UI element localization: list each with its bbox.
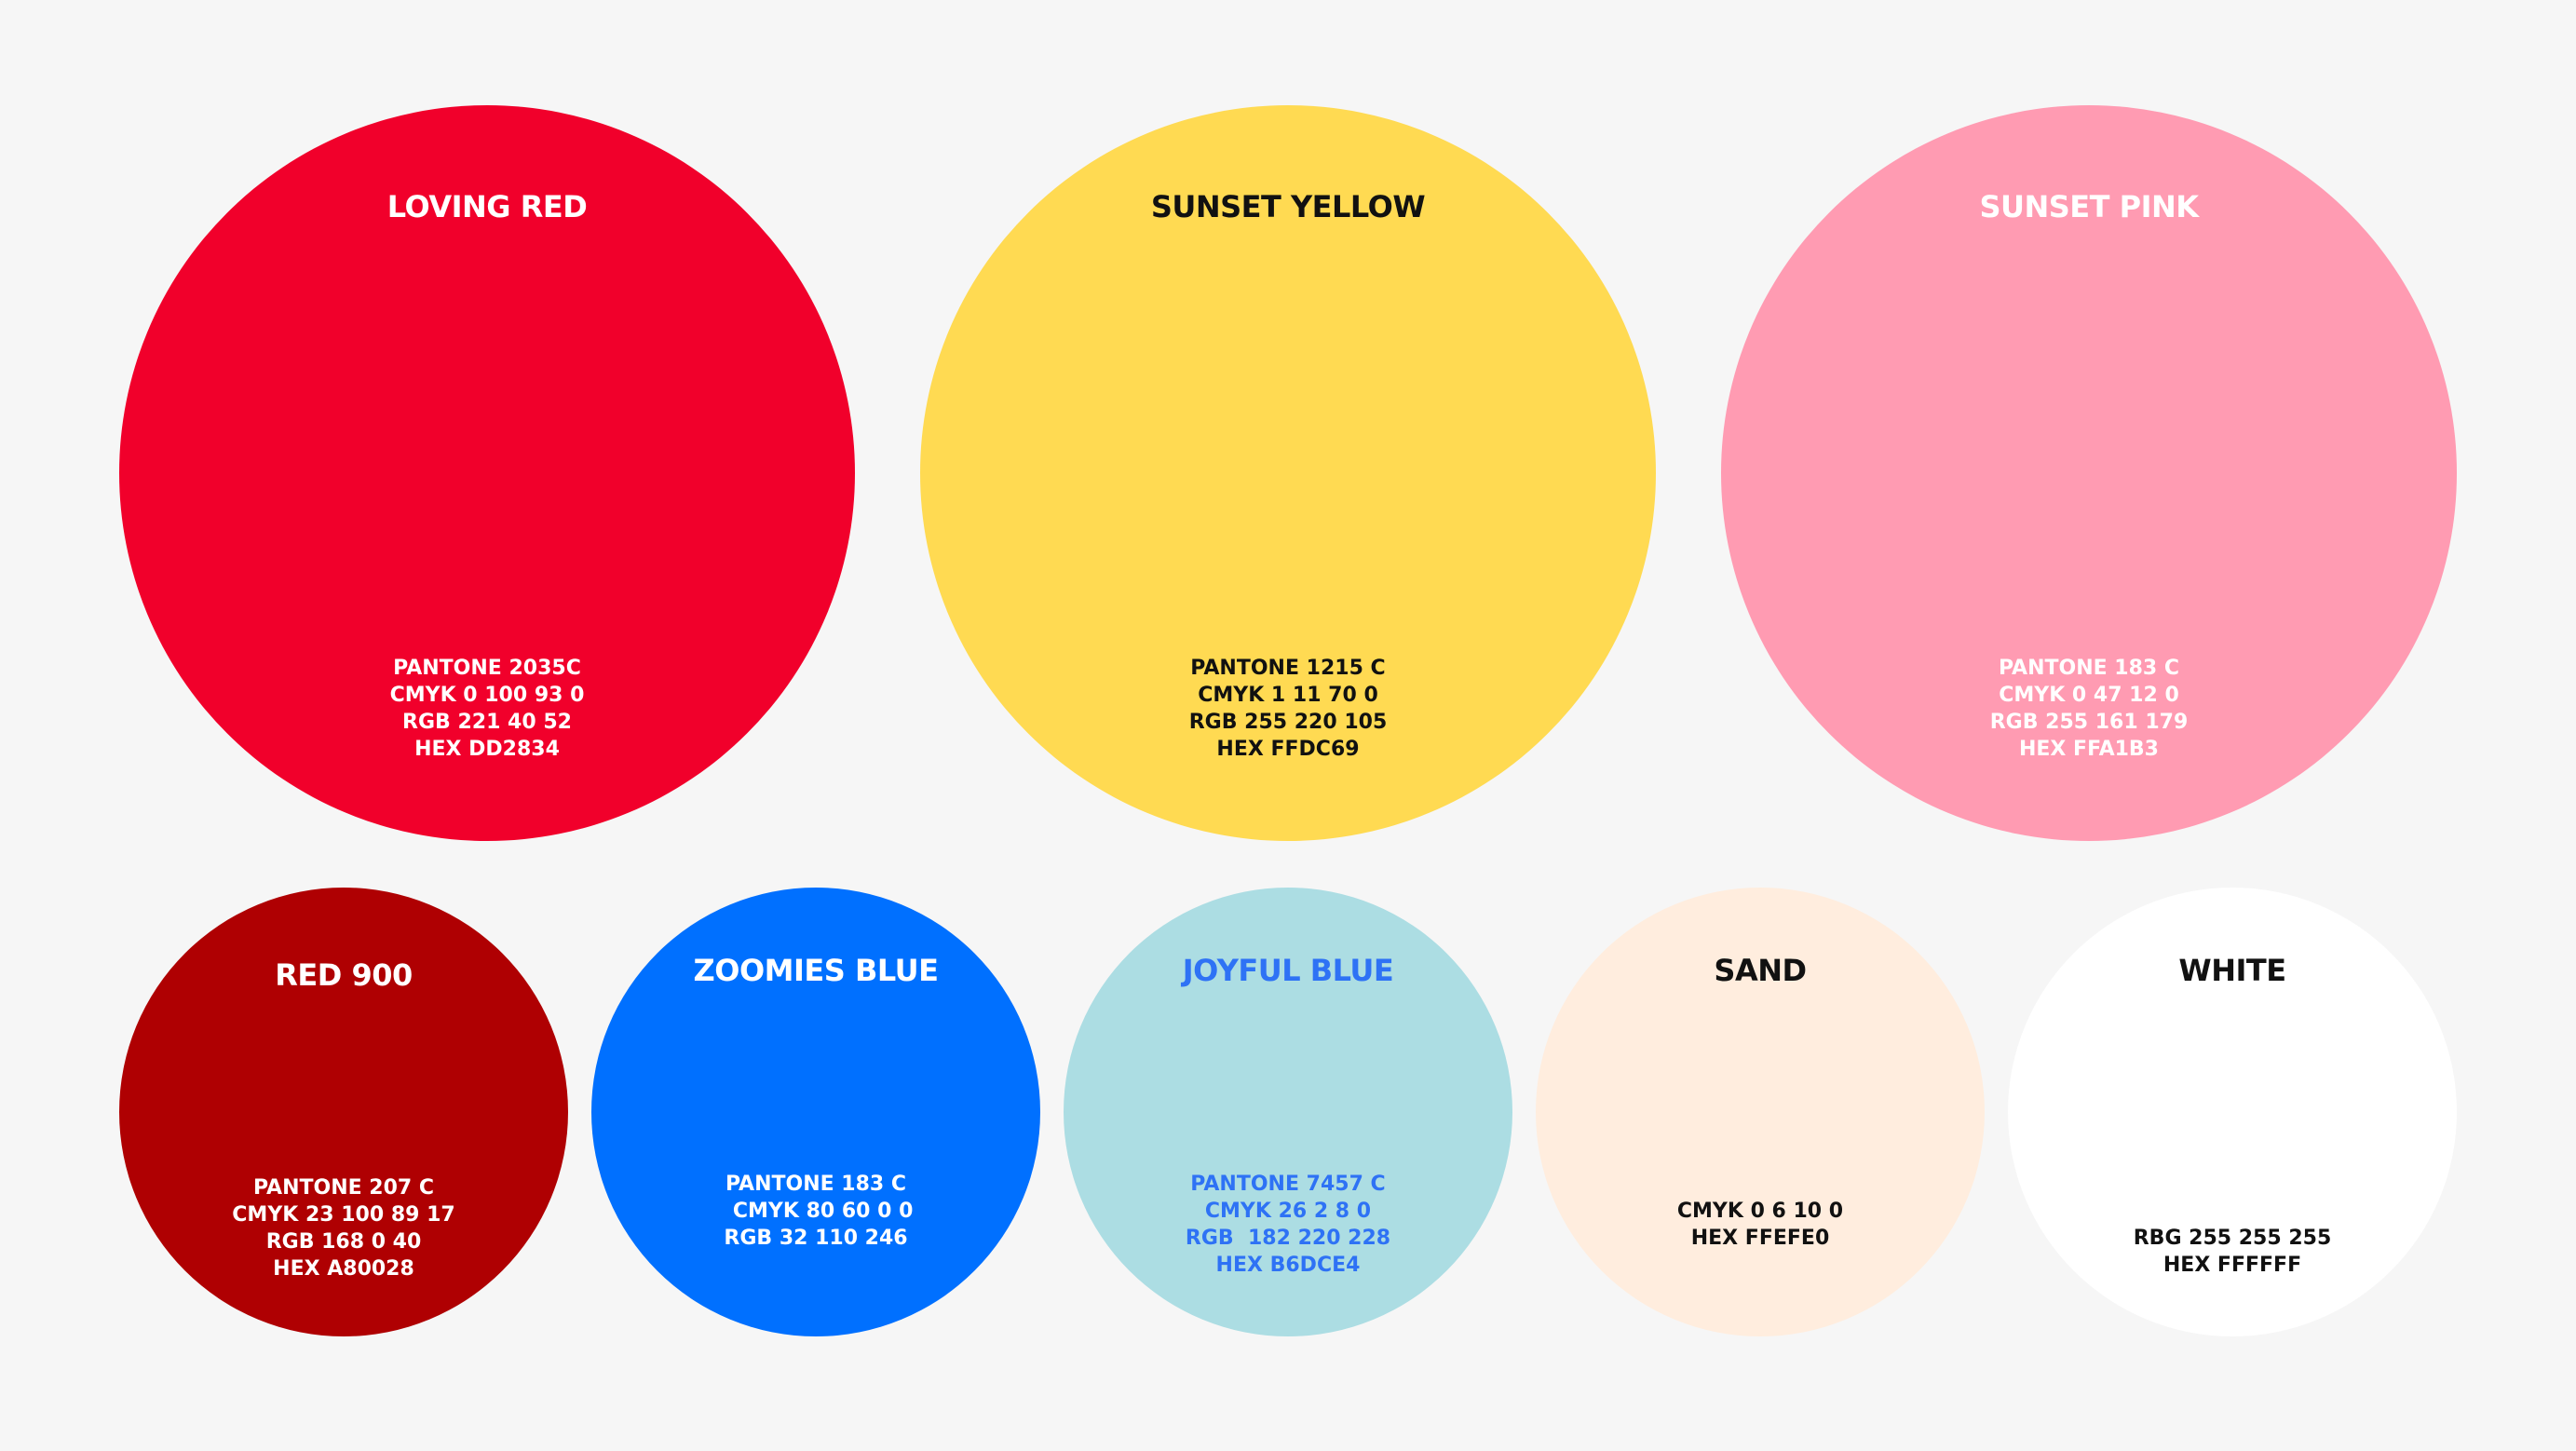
swatch-zoomies-blue: ZOOMIES BLUE PANTONE 183 C CMYK 80 60 0 … (591, 888, 1040, 1336)
swatch-joyful-blue: JOYFUL BLUE PANTONE 7457 C CMYK 26 2 8 0… (1064, 888, 1512, 1336)
swatch-specs: CMYK 0 6 10 0 HEX FFEFE0 (1676, 1200, 1844, 1250)
swatch-specs: PANTONE 183 C CMYK 80 60 0 0 RGB 32 110 … (724, 1173, 914, 1250)
swatch-sunset-yellow: SUNSET YELLOW PANTONE 1215 C CMYK 1 11 7… (920, 105, 1656, 841)
swatch-name: WHITE (2178, 953, 2286, 988)
swatch-red-900: RED 900 PANTONE 207 C CMYK 23 100 89 17 … (119, 888, 568, 1336)
swatch-specs: PANTONE 183 C CMYK 0 47 12 0 RGB 255 161… (1989, 657, 2189, 761)
swatch-name: ZOOMIES BLUE (693, 953, 939, 988)
swatch-name: LOVING RED (386, 189, 588, 224)
swatch-specs: PANTONE 2035C CMYK 0 100 93 0 RGB 221 40… (389, 657, 585, 761)
swatch-sunset-pink: SUNSET PINK PANTONE 183 C CMYK 0 47 12 0… (1721, 105, 2457, 841)
swatch-specs: RBG 255 255 255 HEX FFFFFF (2133, 1227, 2332, 1277)
swatch-name: SAND (1714, 953, 1807, 988)
swatch-name: RED 900 (275, 957, 413, 993)
swatch-name: SUNSET YELLOW (1150, 189, 1426, 224)
swatch-loving-red: LOVING RED PANTONE 2035C CMYK 0 100 93 0… (119, 105, 855, 841)
swatch-specs: PANTONE 7457 C CMYK 26 2 8 0 RGB 182 220… (1185, 1173, 1391, 1277)
swatch-white: WHITE RBG 255 255 255 HEX FFFFFF (2008, 888, 2457, 1336)
swatch-name: SUNSET PINK (1979, 189, 2199, 224)
swatch-sand: SAND CMYK 0 6 10 0 HEX FFEFE0 (1536, 888, 1985, 1336)
swatch-name: JOYFUL BLUE (1182, 953, 1394, 988)
swatch-specs: PANTONE 1215 C CMYK 1 11 70 0 RGB 255 22… (1188, 657, 1388, 761)
swatch-specs: PANTONE 207 C CMYK 23 100 89 17 RGB 168 … (232, 1176, 455, 1281)
